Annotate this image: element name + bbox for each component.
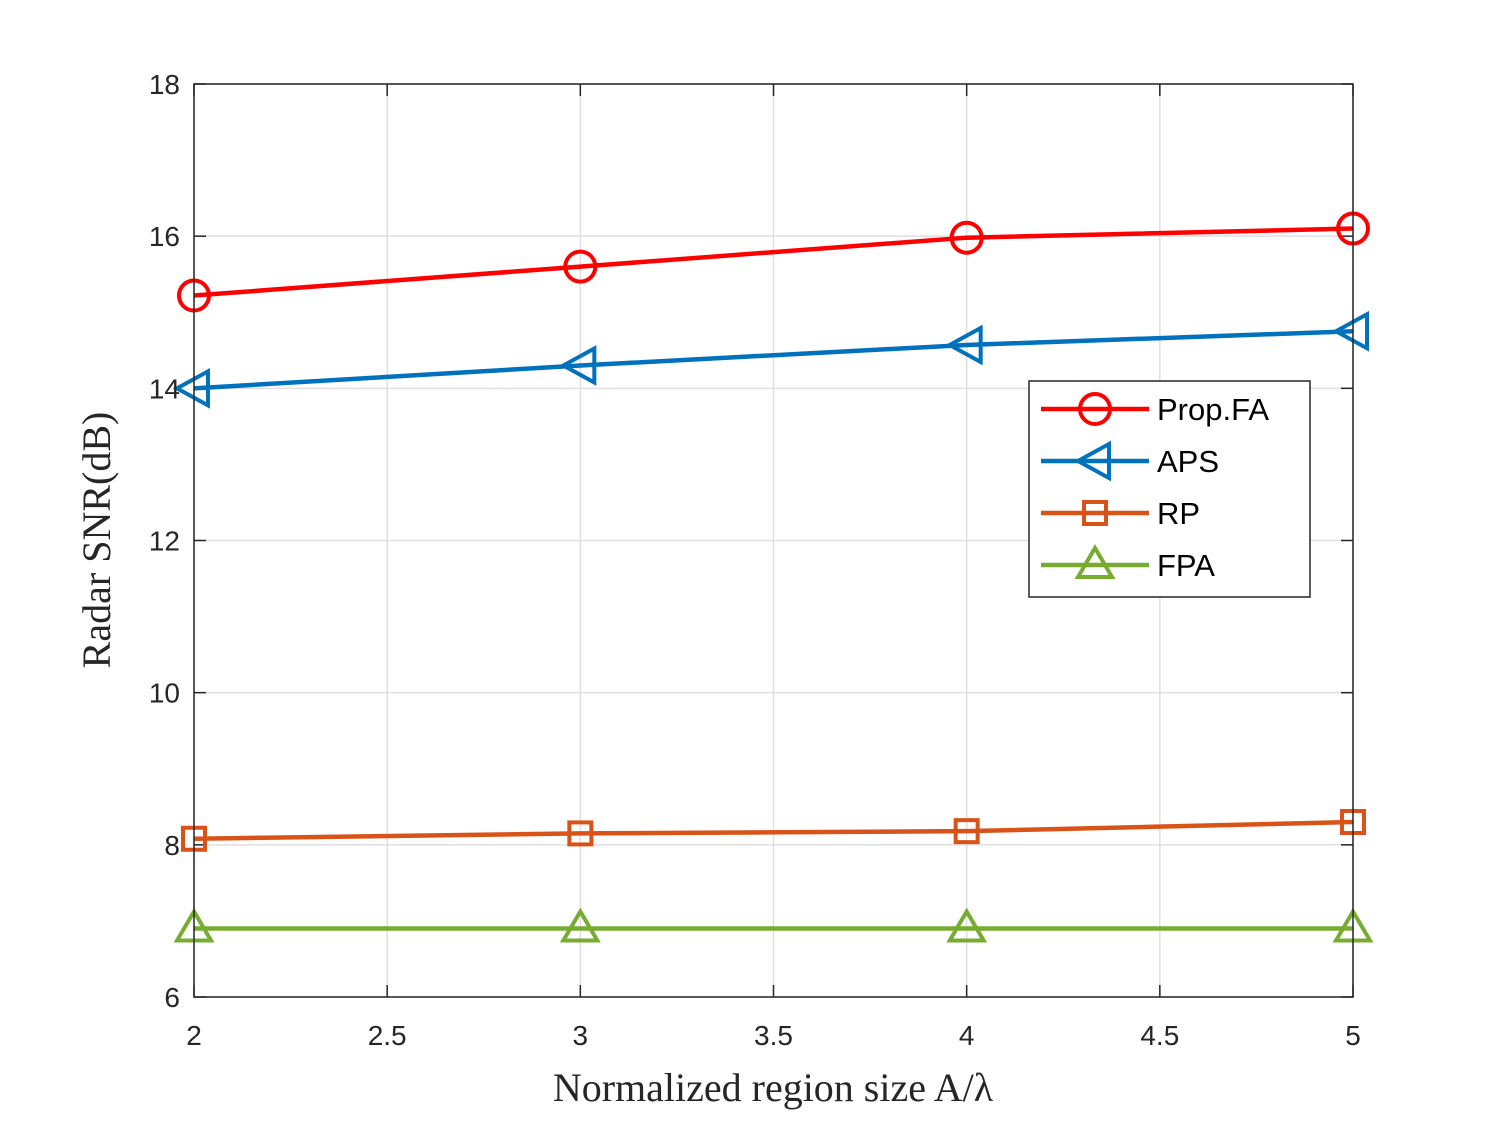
series-line-rp — [193, 819, 1354, 841]
tick-labels: 2 2.5 3 3.5 4 4.5 5 6 8 10 12 14 16 18 — [149, 69, 1361, 1051]
x-tick-label: 2 — [186, 1020, 202, 1051]
legend-label-aps: APS — [1157, 444, 1219, 479]
y-tick-label: 6 — [164, 982, 180, 1013]
data-point-fpa — [559, 907, 601, 943]
legend-label-prop-fa: Prop.FA — [1157, 392, 1269, 427]
y-tick-label: 12 — [149, 526, 180, 557]
x-axis-label: Normalized region size A/λ — [553, 1065, 994, 1110]
x-tick-label: 3 — [573, 1020, 589, 1051]
data-point-rp — [953, 818, 980, 845]
series-line-aps — [193, 329, 1354, 391]
data-point-prop-fa — [949, 220, 984, 255]
series-line-prop-fa — [193, 226, 1354, 298]
legend-entry-rp: RP — [1041, 496, 1200, 531]
legend-box — [1028, 380, 1311, 598]
series-aps — [172, 310, 1369, 409]
data-point-rp — [567, 820, 594, 847]
y-axis-label: Radar SNR(dB) — [74, 412, 119, 669]
data-point-aps — [559, 345, 597, 386]
legend-marker-rp — [1082, 500, 1108, 526]
y-tick-label: 8 — [164, 830, 180, 861]
y-tick-label: 10 — [149, 678, 180, 709]
legend-marker-aps — [1073, 440, 1111, 482]
y-tick-label: 14 — [149, 373, 180, 404]
x-tick-label: 2.5 — [368, 1020, 407, 1051]
data-point-aps — [172, 367, 210, 409]
data-point-prop-fa — [563, 249, 598, 284]
legend-marker-fpa — [1074, 544, 1116, 579]
legend-entry-fpa: FPA — [1041, 544, 1215, 583]
data-point-aps — [1331, 310, 1369, 352]
legend-label-rp: RP — [1157, 496, 1200, 531]
legend: Prop.FA APS RP FPA — [1028, 380, 1311, 598]
x-tick-label: 3.5 — [754, 1020, 793, 1051]
data-point-aps — [945, 324, 983, 366]
plot-frame — [193, 83, 1354, 998]
y-tick-label: 18 — [149, 69, 180, 100]
legend-label-fpa: FPA — [1157, 548, 1215, 583]
legend-entry-aps: APS — [1041, 440, 1219, 482]
x-tick-label: 4 — [959, 1020, 975, 1051]
x-tick-label: 5 — [1345, 1020, 1361, 1051]
y-tick-label: 16 — [149, 221, 180, 252]
legend-marker-prop-fa — [1078, 392, 1112, 426]
data-point-fpa — [946, 907, 988, 943]
legend-entry-prop-fa: Prop.FA — [1041, 392, 1269, 427]
x-tick-label: 4.5 — [1140, 1020, 1179, 1051]
